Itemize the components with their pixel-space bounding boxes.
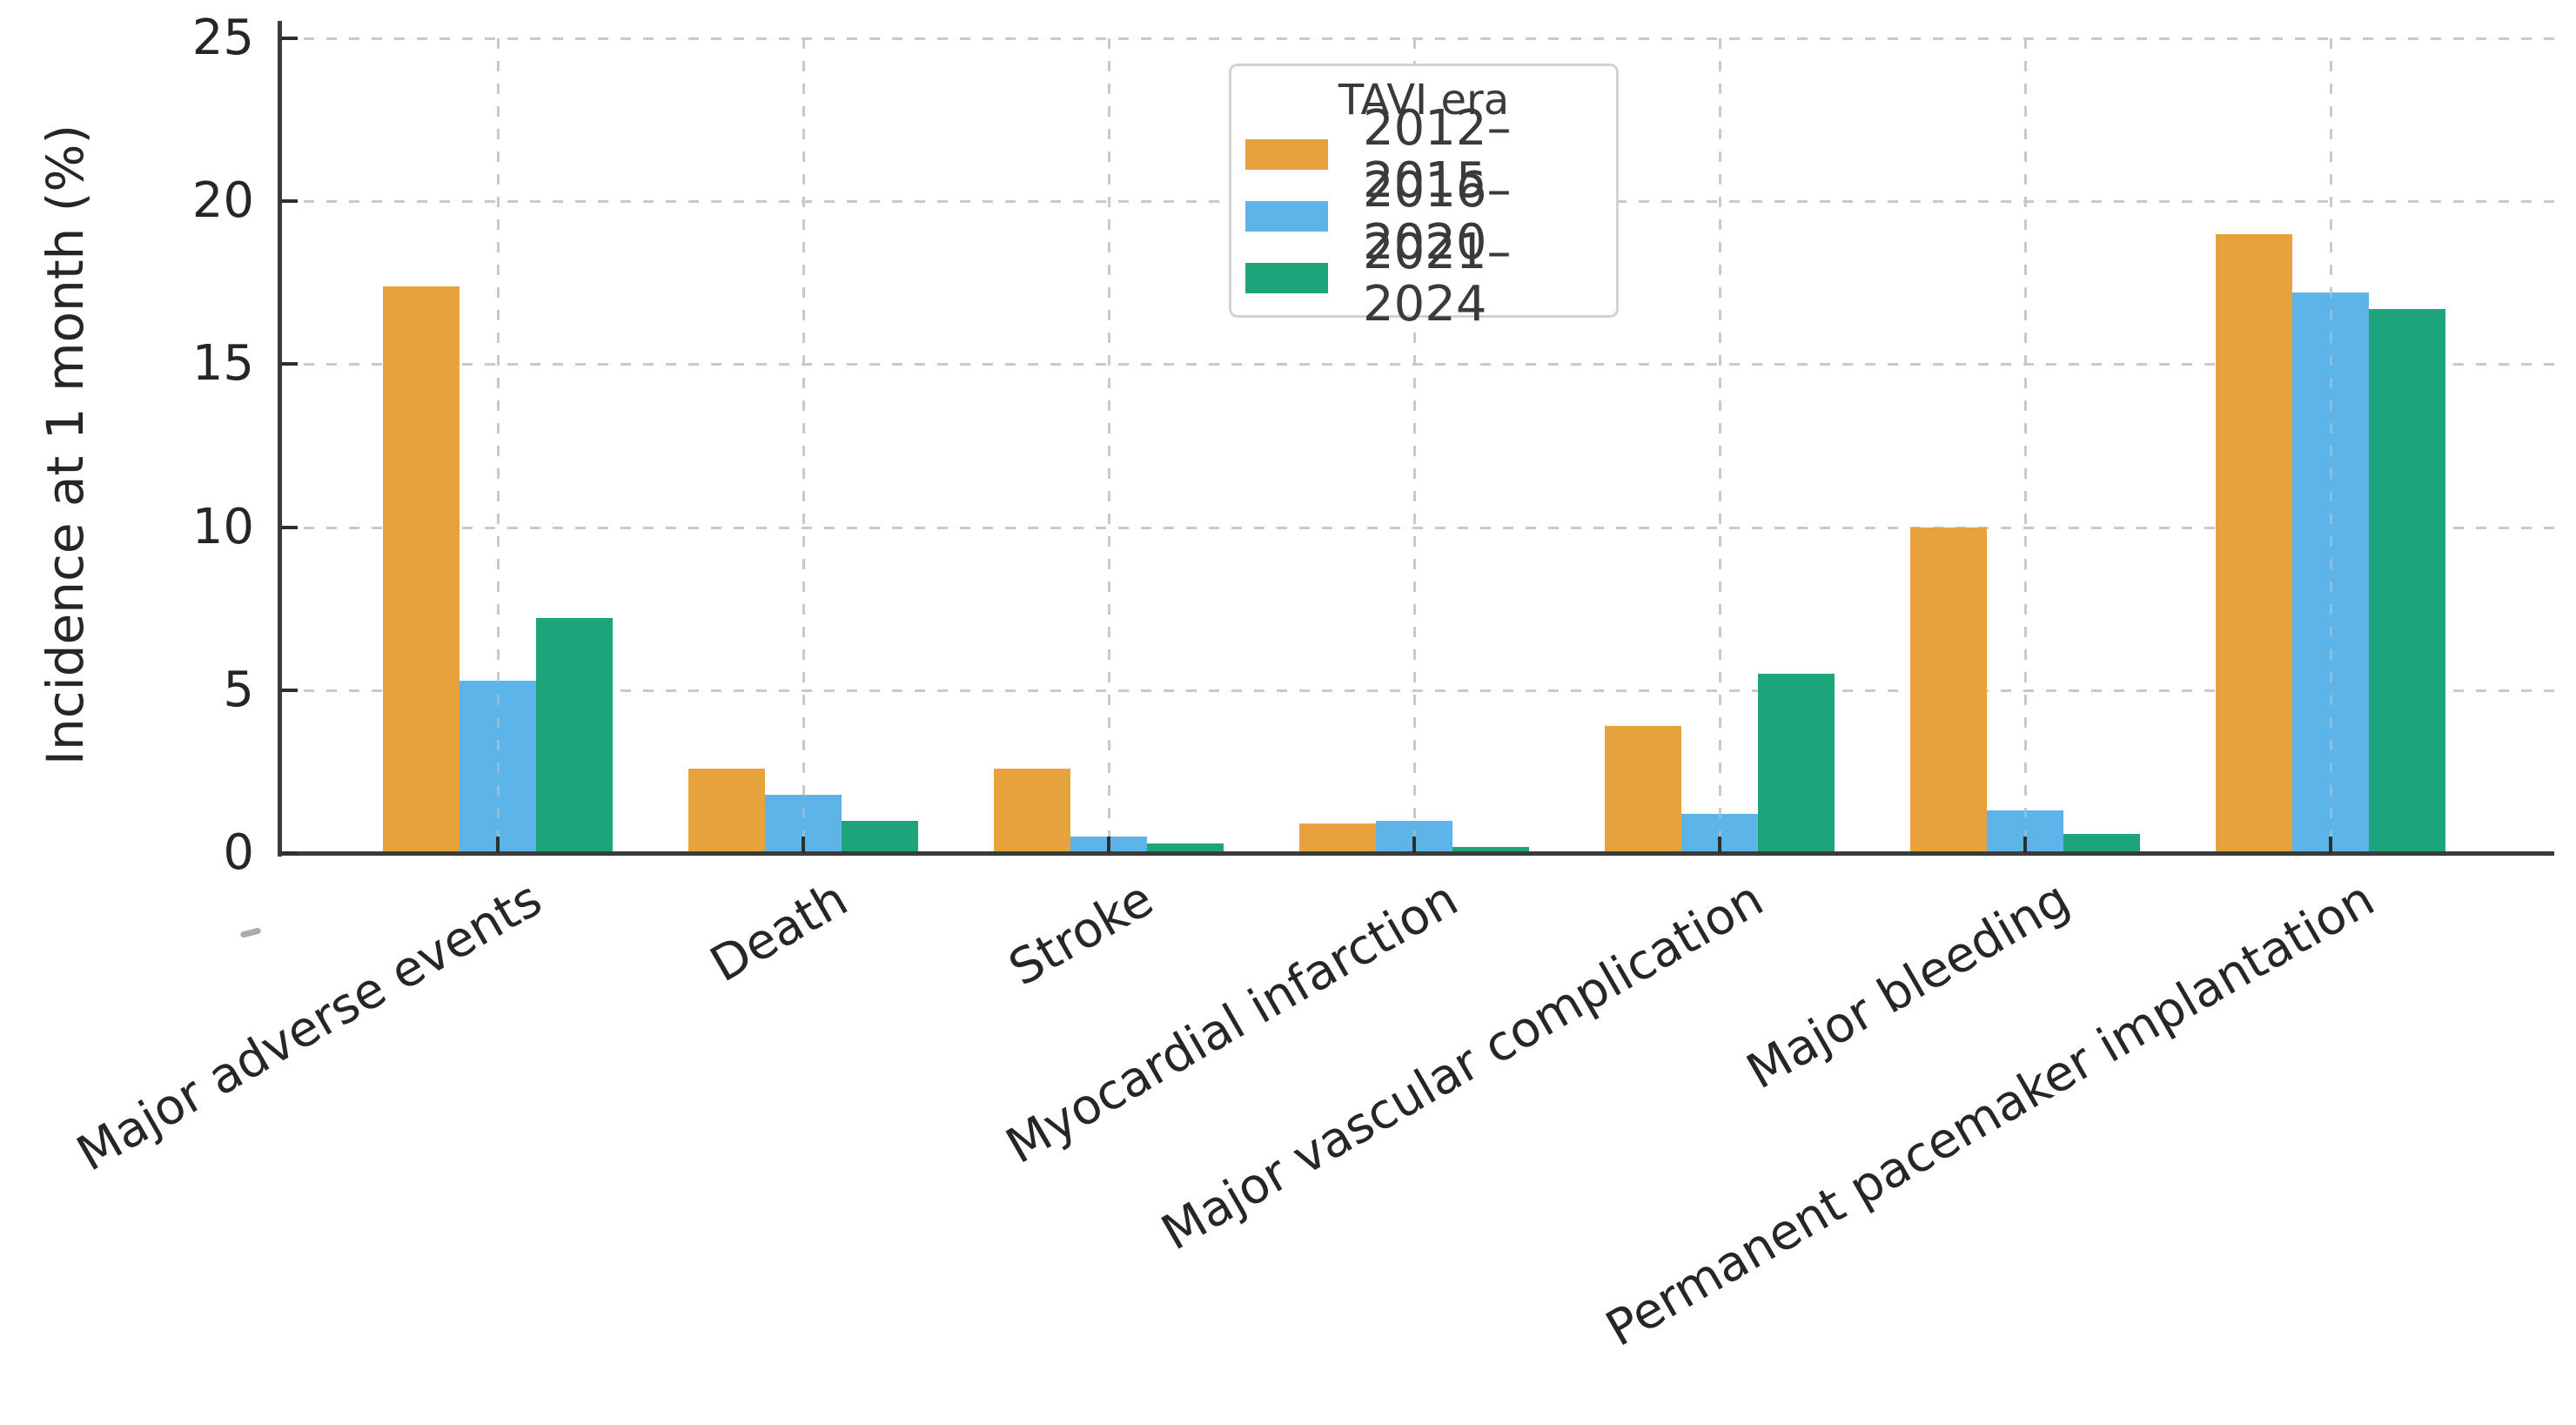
y-tick-mark: [281, 688, 298, 692]
x-tick-mark: [1718, 837, 1721, 853]
bar-2016–2020-Major adverse events: [460, 680, 536, 853]
gridline-horizontal: [281, 689, 2554, 692]
gridline-vertical-overlay: [1413, 38, 1416, 853]
x-axis-spine: [278, 851, 2554, 856]
gridline-horizontal: [281, 526, 2554, 529]
x-tick-mark: [2329, 837, 2332, 853]
gridline-vertical-overlay: [497, 38, 500, 853]
bar-2021–2024-Myocardial infarction: [1452, 846, 1529, 853]
bar-2021–2024-Death: [842, 820, 918, 853]
bar-2012–2015-Major bleeding: [1910, 527, 1987, 853]
gridline-horizontal: [281, 37, 2554, 40]
gridline-vertical: [1413, 38, 1416, 853]
legend-rows: 2012–2015 2016–2020 2021–2024: [1231, 102, 1616, 330]
bar-2021–2024-Stroke: [1147, 843, 1224, 853]
gridline-vertical-overlay: [1108, 38, 1110, 853]
y-tick-mark: [281, 37, 298, 40]
gridline-vertical: [497, 38, 500, 853]
gridline-vertical: [2024, 38, 2027, 853]
legend-item: 2016–2020: [1231, 164, 1616, 268]
legend-item: 2012–2015: [1231, 102, 1616, 206]
gridline-vertical-overlay: [1719, 38, 1721, 853]
legend-label: 2012–2015: [1363, 99, 1512, 209]
gridline-vertical: [1719, 38, 1721, 853]
y-tick-mark: [281, 362, 298, 366]
y-tick-mark: [281, 199, 298, 204]
bar-2021–2024-Major vascular complication: [1758, 674, 1835, 853]
legend-label: 2021–2024: [1363, 223, 1512, 333]
legend-label: 2016–2020: [1363, 161, 1512, 271]
legend: TAVI era 2012–2015 2016–2020 2021–2024: [1229, 64, 1619, 330]
gridline-vertical-overlay: [2024, 38, 2027, 853]
y-tick-label: 20: [191, 172, 254, 230]
x-tick-mark: [496, 837, 500, 853]
x-tick-mark: [1412, 837, 1416, 853]
y-axis-title: Incidence at 1 month (%): [36, 124, 95, 766]
x-tick-mark: [802, 837, 805, 853]
bar-2012–2015-Major vascular complication: [1605, 725, 1681, 853]
stray-dash-artifact: [239, 927, 262, 938]
y-tick-label: 25: [191, 10, 254, 66]
bar-2016–2020-Permanent pacemaker implantation: [2292, 292, 2369, 853]
bar-2012–2015-Stroke: [994, 768, 1070, 853]
y-tick-label: 15: [191, 335, 254, 393]
x-tick-mark: [1107, 837, 1110, 853]
gridline-vertical-overlay: [802, 38, 805, 853]
gridline-vertical: [802, 38, 805, 853]
x-tick-label: Death: [701, 870, 857, 994]
x-tick-label: Major adverse events: [68, 870, 552, 1183]
y-tick-mark: [281, 851, 298, 855]
y-axis-spine: [278, 21, 282, 857]
bar-2021–2024-Major adverse events: [536, 618, 613, 853]
x-tick-label: Stroke: [999, 870, 1163, 998]
x-tick-mark: [2023, 837, 2027, 853]
bar-2012–2015-Death: [688, 768, 765, 853]
gridline-vertical: [1108, 38, 1110, 853]
legend-title: TAVI era: [1338, 76, 1510, 124]
legend-swatch-icon: [1245, 263, 1328, 293]
bar-2012–2015-Major adverse events: [383, 286, 460, 853]
x-tick-label: Major vascular complication: [1152, 870, 1774, 1262]
legend-swatch-icon: [1245, 139, 1328, 170]
gridline-horizontal: [281, 363, 2554, 366]
bar-2012–2015-Myocardial infarction: [1299, 823, 1376, 853]
legend-item: 2021–2024: [1231, 225, 1616, 330]
bar-2021–2024-Permanent pacemaker implantation: [2369, 308, 2445, 853]
y-tick-label: 0: [223, 824, 254, 881]
bar-2012–2015-Permanent pacemaker implantation: [2216, 233, 2292, 853]
y-tick-label: 10: [191, 498, 254, 555]
bar-2021–2024-Major bleeding: [2063, 833, 2140, 853]
legend-swatch-icon: [1245, 201, 1328, 232]
gridline-vertical-overlay: [2330, 38, 2332, 853]
y-tick-mark: [281, 525, 298, 529]
y-tick-label: 5: [223, 661, 254, 718]
